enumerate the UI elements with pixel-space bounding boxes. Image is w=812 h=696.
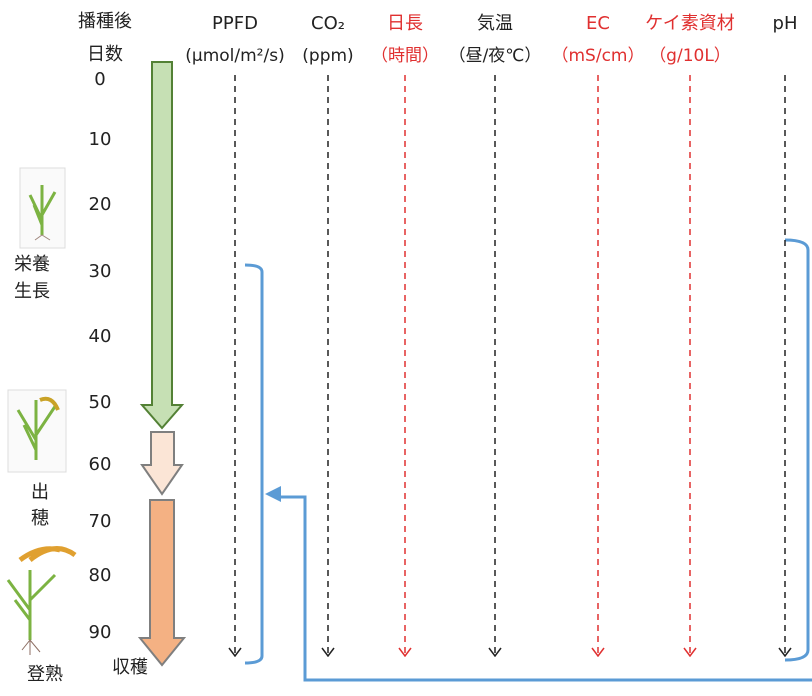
day-label: 20	[89, 194, 112, 215]
day-label: 10	[89, 129, 112, 150]
column-name: PPFD	[212, 13, 258, 34]
day-label: 60	[89, 454, 112, 475]
column-name: EC	[586, 13, 610, 34]
day-label: 0	[94, 69, 105, 90]
column-unit: （g/10L）	[649, 46, 731, 66]
bracket	[784, 238, 810, 662]
day-label: 80	[89, 565, 112, 586]
day-label: 50	[89, 392, 112, 413]
column-name: ケイ素資材	[645, 13, 735, 34]
bracket	[244, 263, 264, 665]
stage-label: 登熟	[27, 664, 63, 685]
day-label: 90	[89, 622, 112, 643]
stage-label: 栄養	[14, 254, 50, 275]
plant-icon	[19, 167, 66, 249]
harvest-label: 収穫	[112, 657, 148, 678]
column-name: 気温	[477, 13, 513, 34]
column-name: CO₂	[311, 13, 345, 34]
feedback-line	[278, 495, 812, 682]
column-name: 日長	[387, 13, 423, 34]
column-unit: （mS/cm）	[552, 46, 645, 66]
column-name: pH	[773, 13, 798, 34]
row-header: 播種後	[78, 11, 132, 32]
column-unit: （時間）	[371, 46, 439, 66]
stage-label: 生長	[14, 281, 50, 302]
feedback-arrowhead	[265, 486, 281, 502]
ripening-arrow	[137, 499, 187, 667]
plant-icon	[6, 546, 77, 655]
column-unit: (ppm)	[302, 46, 353, 66]
heading-arrow	[140, 431, 184, 496]
day-label: 70	[89, 511, 112, 532]
row-header: 日数	[87, 44, 123, 65]
vegetative-arrow	[139, 61, 185, 430]
day-label: 40	[89, 326, 112, 347]
column-unit: (μmol/m²/s)	[185, 46, 284, 66]
plant-icon	[7, 389, 67, 473]
stage-label: 穂	[31, 508, 49, 529]
day-label: 30	[89, 261, 112, 282]
column-unit: （昼/夜℃）	[449, 46, 542, 66]
stage-label: 出	[31, 482, 49, 503]
